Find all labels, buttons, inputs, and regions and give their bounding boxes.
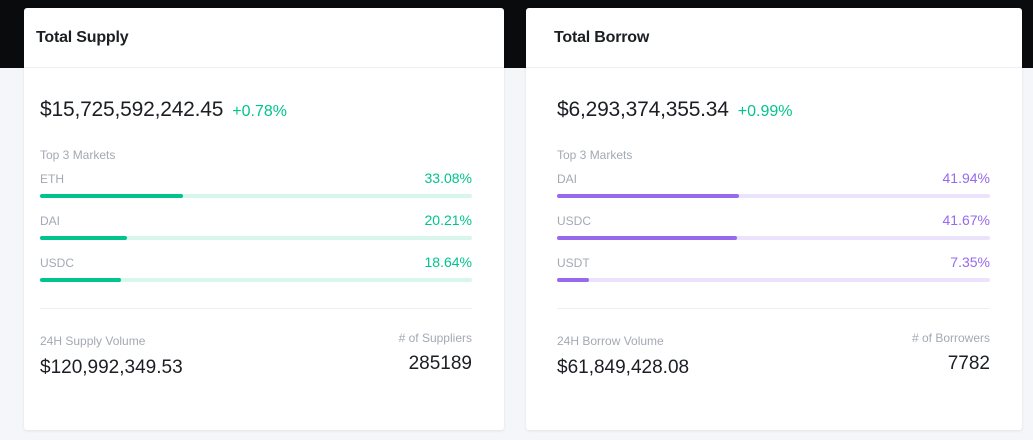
- total-supply-value: $15,725,592,242.45: [40, 98, 224, 121]
- market-name: DAI: [40, 214, 61, 228]
- market-percent: 7.35%: [950, 254, 990, 270]
- market-percent: 20.21%: [424, 212, 472, 228]
- total-borrow-value: $6,293,374,355.34: [557, 98, 729, 121]
- top-markets-title: Top 3 Markets: [40, 148, 116, 162]
- card-title: Total Supply: [36, 28, 129, 46]
- market-bar-track: [557, 278, 990, 282]
- top-markets-title: Top 3 Markets: [557, 148, 633, 162]
- market-bar-fill: [40, 236, 128, 240]
- market-bar-track: [40, 236, 472, 240]
- card-body: $15,725,592,242.45 +0.78% Top 3 Markets …: [24, 98, 504, 379]
- total-row: $15,725,592,242.45 +0.78%: [40, 98, 472, 126]
- market-percent: 18.64%: [424, 254, 472, 270]
- market-name: USDT: [557, 256, 590, 270]
- market-bar-fill: [557, 278, 589, 282]
- card-title: Total Borrow: [554, 28, 650, 46]
- market-row[interactable]: DAI 20.21%: [40, 204, 472, 246]
- market-name: USDC: [557, 214, 592, 228]
- borrowers-count-label: # of Borrowers: [911, 331, 990, 345]
- borrowers-count-value: 7782: [947, 353, 990, 374]
- borrow-volume-value: $61,849,428.08: [557, 357, 690, 378]
- suppliers-count-value: 285189: [408, 353, 472, 374]
- market-name: USDC: [40, 256, 75, 270]
- card-body: $6,293,374,355.34 +0.99% Top 3 Markets D…: [526, 98, 1022, 379]
- total-row: $6,293,374,355.34 +0.99%: [557, 98, 990, 126]
- market-bar-fill: [40, 194, 183, 198]
- divider: [557, 308, 990, 309]
- total-borrow-card: Total Borrow $6,293,374,355.34 +0.99% To…: [526, 8, 1022, 430]
- market-bar-fill: [557, 194, 739, 198]
- market-bar-fill: [40, 278, 121, 282]
- suppliers-count-label: # of Suppliers: [398, 331, 472, 345]
- market-row[interactable]: USDC 41.67%: [557, 204, 990, 246]
- market-percent: 33.08%: [424, 170, 472, 186]
- supply-volume-label: 24H Supply Volume: [40, 334, 146, 348]
- market-bar-track: [40, 194, 472, 198]
- card-footer: 24H Borrow Volume $61,849,428.08 # of Bo…: [557, 331, 990, 379]
- divider: [40, 308, 472, 309]
- market-name: DAI: [557, 172, 578, 186]
- market-row[interactable]: DAI 41.94%: [557, 162, 990, 204]
- market-percent: 41.67%: [942, 212, 990, 228]
- supply-volume-value: $120,992,349.53: [40, 357, 183, 378]
- market-row[interactable]: USDT 7.35%: [557, 246, 990, 288]
- market-bar-track: [557, 194, 990, 198]
- card-footer: 24H Supply Volume $120,992,349.53 # of S…: [40, 331, 472, 379]
- card-header: Total Supply: [24, 8, 504, 68]
- total-borrow-change: +0.99%: [737, 103, 793, 120]
- card-header: Total Borrow: [526, 8, 1022, 68]
- total-supply-change: +0.78%: [232, 103, 287, 120]
- market-row[interactable]: USDC 18.64%: [40, 246, 472, 288]
- market-percent: 41.94%: [942, 170, 990, 186]
- market-name: ETH: [40, 172, 64, 186]
- market-row[interactable]: ETH 33.08%: [40, 162, 472, 204]
- market-bar-track: [557, 236, 990, 240]
- market-bar-fill: [557, 236, 738, 240]
- market-bar-track: [40, 278, 472, 282]
- total-supply-card: Total Supply $15,725,592,242.45 +0.78% T…: [24, 8, 504, 430]
- borrow-volume-label: 24H Borrow Volume: [557, 334, 664, 348]
